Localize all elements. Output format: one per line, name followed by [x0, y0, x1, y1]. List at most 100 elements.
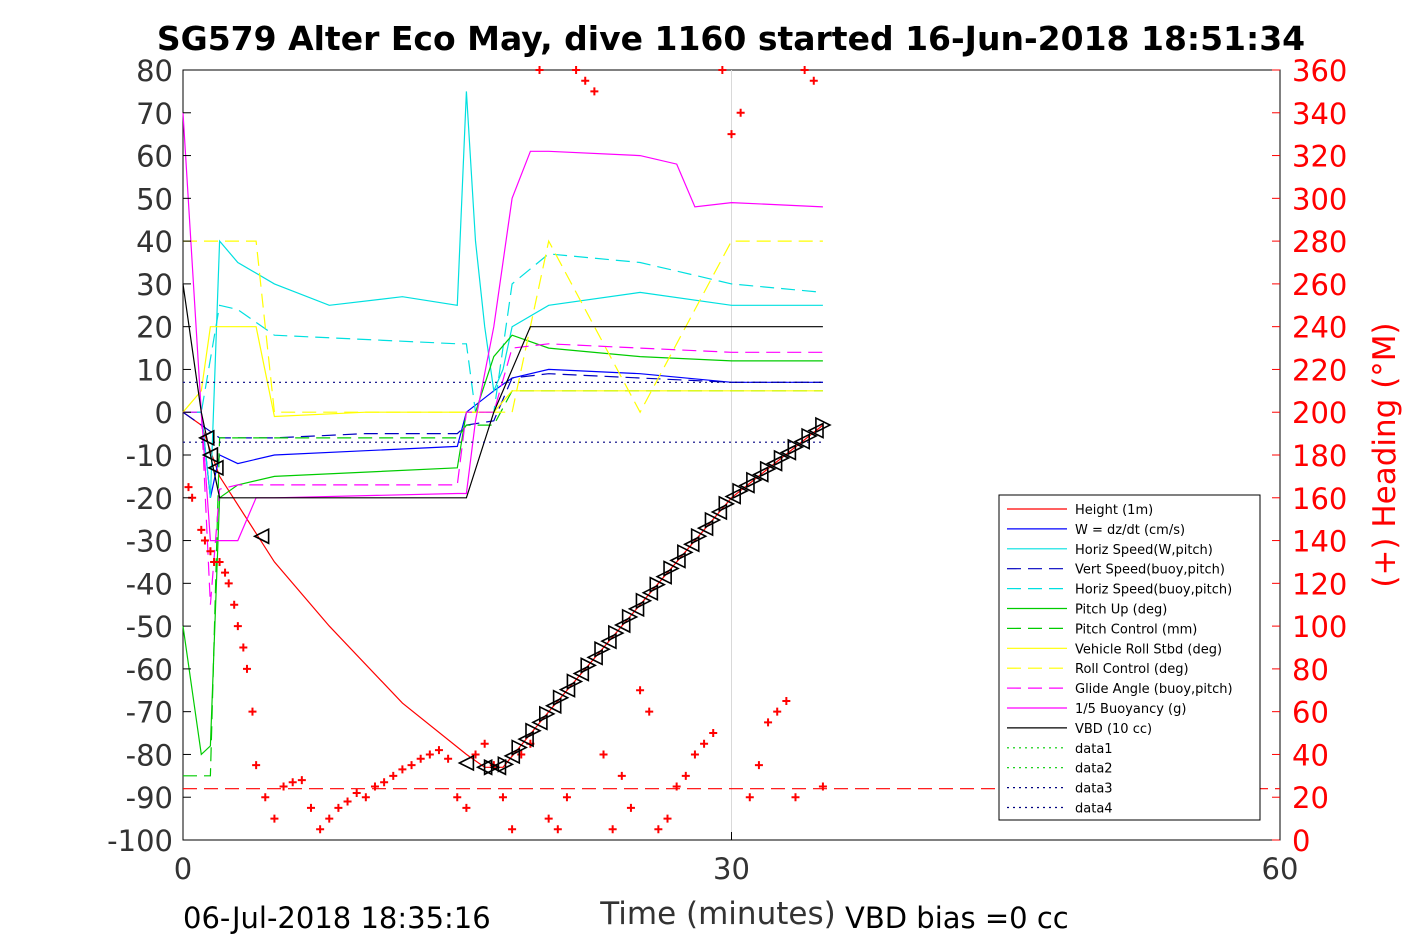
- vbd-marker: [566, 673, 584, 690]
- vbd-marker: [759, 460, 777, 478]
- vbd-marker: [207, 459, 224, 477]
- y2-axis-label: (+) Heading (°M): [1367, 322, 1403, 587]
- heading-point: [818, 782, 827, 791]
- vbd-marker: [773, 449, 791, 467]
- legend-label: Vehicle Roll Stbd (deg): [1075, 642, 1222, 657]
- legend-label: Height (1m): [1075, 503, 1153, 518]
- y-tick-label: -100: [107, 824, 173, 858]
- heading-point: [617, 771, 626, 780]
- heading-point: [700, 739, 709, 748]
- y2-tick-label: 320: [1292, 140, 1347, 174]
- heading-point: [288, 778, 297, 787]
- vbd-marker: [690, 527, 708, 545]
- heading-point: [230, 600, 239, 609]
- x-tick-label: 60: [1262, 852, 1299, 886]
- heading-point: [581, 76, 590, 85]
- y-tick-label: 70: [136, 97, 173, 131]
- heading-point: [709, 729, 718, 738]
- vbd-markers: [197, 416, 832, 776]
- x-tick-label: 30: [713, 852, 750, 886]
- legend-label: data1: [1075, 742, 1113, 757]
- heading-point: [233, 622, 242, 631]
- y2-tick-label: 120: [1292, 567, 1347, 601]
- heading-point: [297, 776, 306, 785]
- y2-tick-label: 360: [1292, 54, 1347, 88]
- heading-point: [370, 782, 379, 791]
- heading-point: [764, 718, 773, 727]
- heading-point: [352, 788, 361, 797]
- series-line-2: [183, 91, 823, 498]
- chart-title: SG579 Alter Eco May, dive 1160 started 1…: [157, 19, 1305, 58]
- series-line-9: [183, 343, 823, 605]
- y2-tick-label: 40: [1292, 738, 1329, 772]
- vbd-marker: [497, 756, 515, 773]
- legend-label: VBD (10 cc): [1075, 722, 1152, 737]
- legend-label: data3: [1075, 782, 1113, 797]
- legend-label: data2: [1075, 762, 1113, 777]
- vbd-marker: [663, 560, 680, 577]
- heading-point: [200, 536, 209, 545]
- vbd-marker: [608, 624, 625, 642]
- y-tick-label: -80: [126, 738, 173, 772]
- heading-point: [389, 771, 398, 780]
- footer-vbd-bias: VBD bias =0 cc: [845, 901, 1069, 935]
- y-tick-label: 60: [136, 140, 173, 174]
- heading-point: [270, 814, 279, 823]
- heading-point: [434, 746, 443, 755]
- heading-point: [252, 761, 261, 770]
- heading-point: [663, 814, 672, 823]
- vbd-marker: [787, 438, 805, 456]
- y2-tick-label: 160: [1292, 482, 1347, 516]
- vbd-marker: [746, 471, 763, 489]
- vbd-marker: [649, 576, 667, 593]
- legend-label: Pitch Up (deg): [1075, 603, 1167, 618]
- y2-tick-label: 180: [1292, 439, 1347, 473]
- heading-point: [782, 696, 791, 705]
- heading-point: [416, 754, 425, 763]
- y2-tick-label: 60: [1292, 696, 1329, 730]
- x-tick-label: 0: [174, 852, 192, 886]
- heading-point: [645, 707, 654, 716]
- y-tick-label: 40: [136, 225, 173, 259]
- y-tick-label: -70: [126, 696, 173, 730]
- series-line-8: [183, 239, 823, 414]
- vbd-marker: [704, 511, 722, 529]
- heading-point: [636, 686, 645, 695]
- heading-point: [498, 793, 507, 802]
- heading-point: [380, 778, 389, 787]
- vbd-marker: [815, 416, 832, 434]
- y2-tick-label: 140: [1292, 525, 1347, 559]
- y2-tick-label: 220: [1292, 353, 1347, 387]
- heading-point: [425, 750, 434, 759]
- y2-tick-label: 300: [1292, 182, 1347, 216]
- heading-point: [343, 797, 352, 806]
- heading-point: [718, 66, 727, 74]
- heading-point: [562, 793, 571, 802]
- footer-timestamp: 06-Jul-2018 18:35:16: [183, 901, 491, 935]
- x-axis: 0 30 60: [174, 832, 1299, 886]
- vbd-marker: [801, 427, 818, 445]
- heading-point: [242, 664, 251, 673]
- vbd-marker: [511, 739, 528, 756]
- y-tick-label: 50: [136, 182, 173, 216]
- y-tick-label: 20: [136, 311, 173, 345]
- series-line-0: [182, 411, 824, 768]
- legend-label: Vert Speed(buoy,pitch): [1075, 563, 1225, 578]
- heading-point: [599, 750, 608, 759]
- vbd-marker: [621, 608, 639, 626]
- heading-point: [553, 825, 562, 834]
- series-line-4: [183, 253, 823, 413]
- legend-label: Roll Control (deg): [1075, 662, 1189, 677]
- heading-point: [626, 803, 635, 812]
- heading-point: [239, 643, 248, 652]
- y2-tick-label: 200: [1292, 396, 1347, 430]
- heading-point: [407, 761, 416, 770]
- heading-point: [508, 825, 517, 834]
- heading-point: [444, 754, 453, 763]
- heading-point: [334, 803, 343, 812]
- heading-point: [197, 525, 206, 534]
- legend-label: 1/5 Buoyancy (g): [1075, 702, 1186, 717]
- series-line-11: [182, 283, 823, 499]
- y2-tick-label: 280: [1292, 225, 1347, 259]
- heading-point: [535, 66, 544, 74]
